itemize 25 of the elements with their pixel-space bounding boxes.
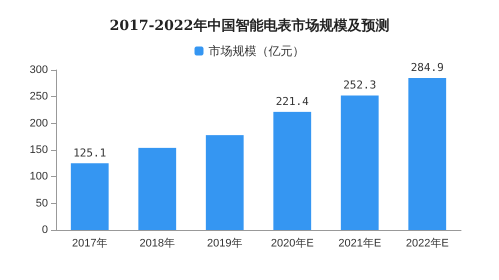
bar — [340, 95, 379, 230]
y-tick-label: 250 — [30, 90, 48, 103]
data-label: 221.4 — [276, 94, 310, 108]
y-tick-label: 200 — [30, 117, 48, 130]
y-tick-label: 0 — [42, 224, 48, 236]
y-tick-label: 300 — [30, 64, 48, 76]
bar — [138, 148, 176, 230]
chart-title: 2017-2022年中国智能电表市场规模及预测 — [110, 17, 390, 34]
x-tick-label: 2021年E — [338, 238, 382, 250]
y-tick-label: 100 — [30, 170, 48, 183]
bar — [206, 135, 244, 230]
data-label: 125.1 — [73, 146, 106, 160]
bar — [273, 112, 312, 230]
bar — [408, 78, 446, 230]
y-tick-label: 50 — [36, 197, 48, 210]
x-tick-label: 2017年 — [72, 238, 108, 250]
x-tick-label: 2020年E — [270, 238, 314, 250]
legend-label: 市场规模（亿元） — [208, 44, 304, 58]
data-label: 252.3 — [343, 78, 376, 92]
x-tick-label: 2018年 — [140, 238, 175, 250]
bar — [70, 163, 109, 230]
x-tick-label: 2022年E — [406, 238, 449, 250]
y-tick-label: 150 — [30, 144, 48, 156]
data-label: 284.9 — [410, 61, 444, 74]
x-tick-label: 2019年 — [207, 238, 242, 250]
